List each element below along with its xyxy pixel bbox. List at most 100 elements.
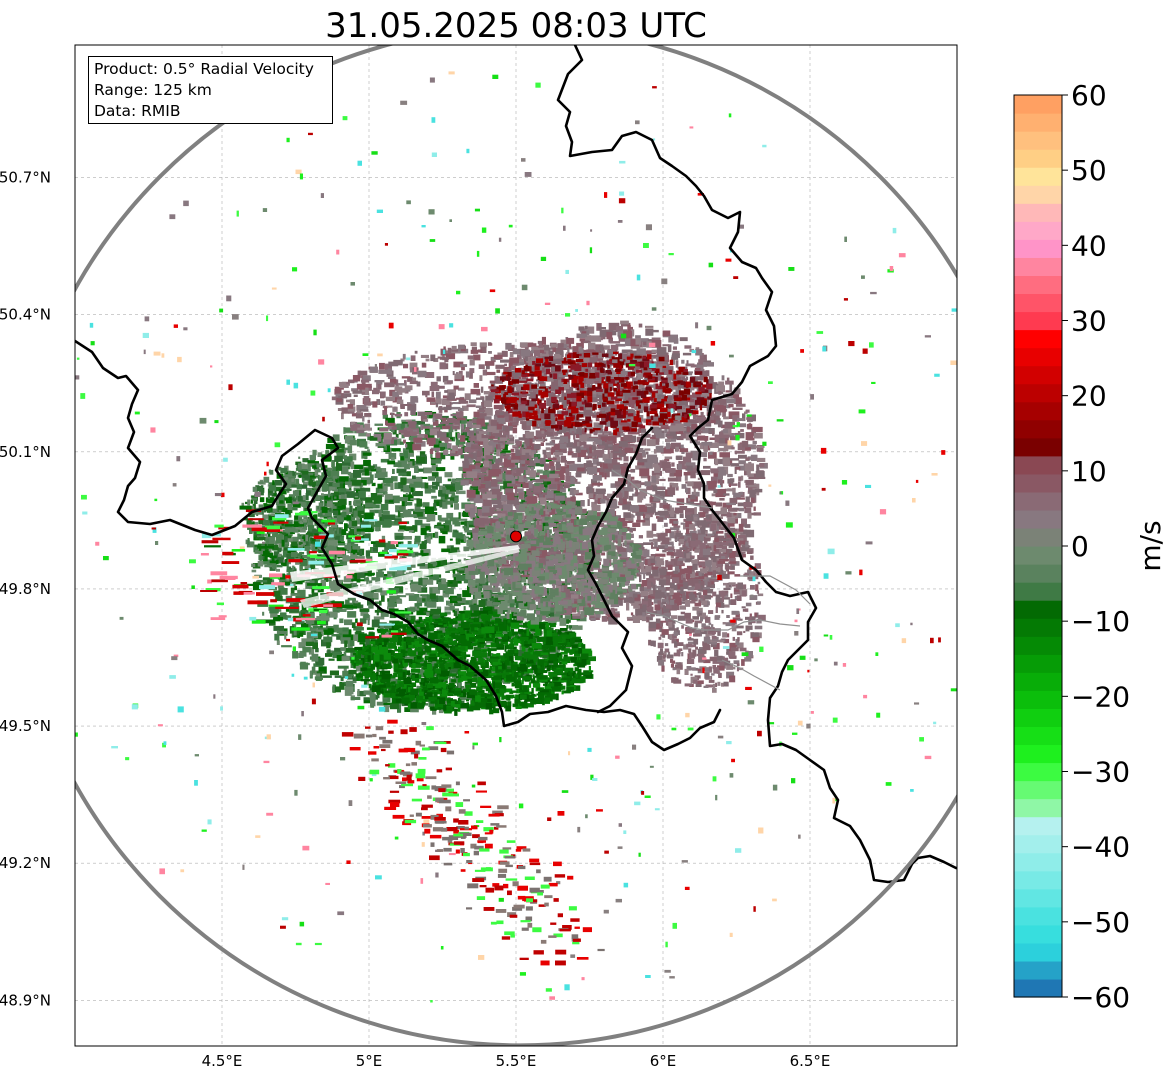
colorbar-segment: [1014, 437, 1062, 457]
colorbar-segment: [1014, 293, 1062, 313]
colorbar-tick-label: −60: [1071, 981, 1130, 1014]
border-lu-de: [556, 45, 957, 884]
colorbar-tick-label: 30: [1071, 305, 1107, 338]
map-frame: [74, 44, 958, 1047]
colorbar-tick-label: 20: [1071, 380, 1107, 413]
colorbar-segment: [1014, 221, 1062, 240]
colorbar-segment: [1014, 816, 1062, 836]
info-box: Product: 0.5° Radial Velocity Range: 125…: [88, 56, 333, 124]
info-range: Range: 125 km: [94, 81, 212, 99]
colorbar-segment: [1014, 798, 1062, 818]
lon-tick-label: 6.5°E: [790, 1052, 831, 1070]
colorbar-tick-label: −50: [1071, 906, 1130, 939]
colorbar-tick-label: 10: [1071, 455, 1107, 488]
lat-tick-label: 49.5°N: [0, 717, 51, 735]
colorbar-tick-label: −10: [1071, 605, 1130, 638]
radar-echoes: [75, 71, 957, 1003]
info-product: Product: 0.5° Radial Velocity: [94, 60, 314, 78]
colorbar-unit-label: m/s: [1134, 520, 1167, 571]
colorbar: 60 50 40 30 20 10 0 −10 −20 −30 −40 −50 −60 m/s: [1013, 79, 1167, 1014]
latitude-ticks: 50.7°N 50.4°N 50.1°N 49.8°N 49.5°N 49.2°N 48.9…: [0, 169, 51, 1010]
colorbar-segment: [1014, 365, 1062, 385]
colorbar-tick-label: −30: [1071, 756, 1130, 789]
border-be-lu: [586, 426, 654, 714]
colorbar-segment: [1014, 149, 1062, 168]
info-source: Data: RMIB: [94, 102, 181, 120]
colorbar-segment: [1014, 708, 1062, 727]
colorbar-segment: [1014, 978, 1062, 998]
colorbar-segment: [1014, 690, 1062, 709]
colorbar-segment: [1014, 834, 1062, 854]
colorbar-segment: [1014, 185, 1062, 204]
colorbar-segment: [1014, 852, 1062, 872]
lat-tick-label: 50.1°N: [0, 443, 51, 461]
colorbar-segment: [1014, 744, 1062, 764]
colorbar-segment: [1014, 203, 1062, 222]
colorbar-segment: [1014, 167, 1062, 186]
colorbar-segment: [1014, 960, 1062, 980]
range-ring: [75, 45, 957, 1046]
colorbar-tick-label: 0: [1071, 530, 1089, 563]
lat-tick-label: 49.8°N: [0, 580, 51, 598]
colorbar-segment: [1014, 564, 1062, 583]
border-be-fr: [75, 339, 722, 752]
region-boundary: [645, 611, 801, 631]
colorbar-segment: [1014, 275, 1062, 295]
lat-tick-label: 50.7°N: [0, 169, 51, 187]
colorbar-segment: [1014, 672, 1062, 691]
colorbar-segment: [1014, 762, 1062, 782]
colorbar-segment: [1014, 347, 1062, 367]
colorbar-segment: [1014, 527, 1062, 547]
colorbar-segment: [1014, 257, 1062, 276]
colorbar-segment: [1014, 942, 1062, 962]
colorbar-segment: [1014, 491, 1062, 511]
lon-tick-label: 4.5°E: [202, 1052, 243, 1070]
region-boundary: [611, 469, 713, 509]
colorbar-segment: [1014, 870, 1062, 890]
colorbar-tick-label: 50: [1071, 154, 1107, 187]
lat-tick-label: 48.9°N: [0, 991, 51, 1009]
colorbar-tick-label: −20: [1071, 680, 1130, 713]
colorbar-segment: [1014, 924, 1062, 944]
colorbar-segment: [1014, 509, 1062, 529]
colorbar-tick-label: −40: [1071, 831, 1130, 864]
lat-tick-label: 50.4°N: [0, 306, 51, 324]
colorbar-segments: [1014, 95, 1062, 998]
colorbar-segment: [1014, 582, 1062, 601]
colorbar-segment: [1014, 618, 1062, 637]
lon-tick-label: 5°E: [356, 1052, 383, 1070]
lon-tick-label: 6°E: [650, 1052, 677, 1070]
map-title: 31.05.2025 08:03 UTC: [325, 6, 707, 46]
map-plot-area[interactable]: [11, 27, 1029, 1047]
colorbar-segment: [1014, 726, 1062, 746]
radar-site-marker: [510, 530, 522, 543]
colorbar-segment: [1014, 311, 1062, 331]
colorbar-segment: [1014, 546, 1062, 565]
colorbar-segment: [1014, 95, 1062, 114]
lat-tick-label: 49.2°N: [0, 854, 51, 872]
colorbar-segment: [1014, 888, 1062, 908]
colorbar-segment: [1014, 401, 1062, 421]
colorbar-segment: [1014, 780, 1062, 800]
colorbar-segment: [1014, 600, 1062, 619]
colorbar-ticks: 60 50 40 30 20 10 0 −10 −20 −30 −40 −50 −60: [1062, 79, 1130, 1014]
colorbar-segment: [1014, 239, 1062, 258]
colorbar-tick-label: 40: [1071, 229, 1107, 262]
colorbar-segment: [1014, 329, 1062, 349]
colorbar-segment: [1014, 383, 1062, 403]
colorbar-segment: [1014, 419, 1062, 439]
colorbar-segment: [1014, 131, 1062, 150]
country-borders: [75, 45, 957, 884]
colorbar-tick-label: 60: [1071, 79, 1107, 112]
colorbar-segment: [1014, 636, 1062, 655]
lon-tick-label: 5.5°E: [496, 1052, 537, 1070]
region-boundary: [740, 575, 811, 605]
colorbar-segment: [1014, 906, 1062, 926]
colorbar-segment: [1014, 455, 1062, 475]
region-boundary: [721, 659, 781, 691]
colorbar-segment: [1014, 473, 1062, 493]
colorbar-segment: [1014, 654, 1062, 673]
longitude-ticks: 4.5°E 5°E 5.5°E 6°E 6.5°E: [202, 1052, 831, 1070]
colorbar-segment: [1014, 113, 1062, 132]
